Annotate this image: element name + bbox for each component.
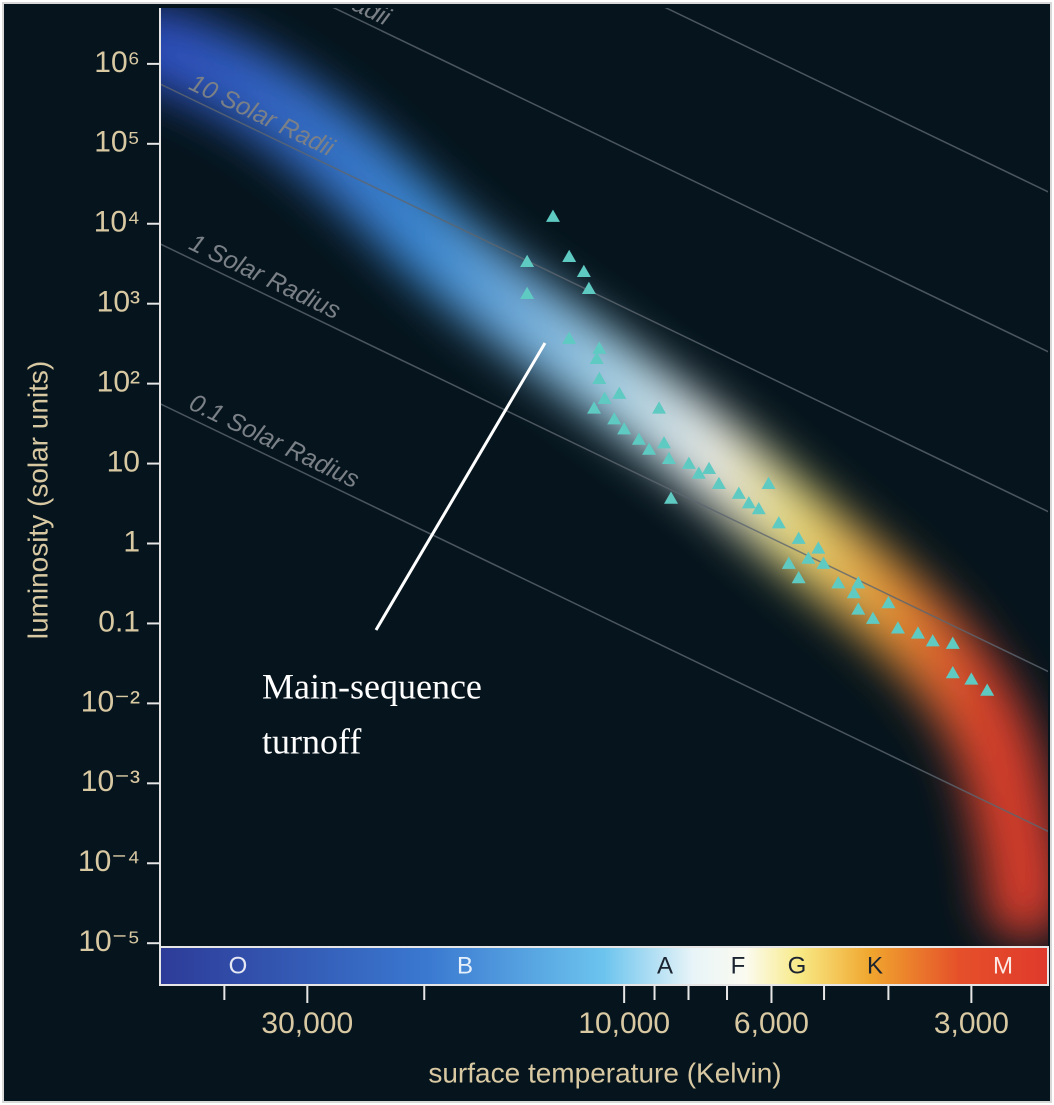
x-axis-label: surface temperature (Kelvin) <box>428 1057 781 1088</box>
star-marker <box>945 636 960 649</box>
star-marker <box>592 371 607 385</box>
x-tick-label: 10,000 <box>578 1007 670 1040</box>
star-marker <box>589 351 604 364</box>
star-marker <box>656 436 671 449</box>
star-marker <box>642 442 657 455</box>
star-marker <box>587 401 602 414</box>
star-marker <box>781 556 796 569</box>
spectral-class: F <box>731 952 746 979</box>
star-marker <box>562 331 577 344</box>
star-marker <box>811 541 826 554</box>
star-marker <box>592 341 607 354</box>
radius-line <box>160 83 1048 513</box>
annotation-leader <box>374 342 547 631</box>
star-marker <box>597 391 612 404</box>
y-tick-label: 10⁶ <box>94 46 140 79</box>
star-marker <box>520 286 535 300</box>
star-marker <box>576 264 591 277</box>
y-tick-label: 0.1 <box>98 605 140 638</box>
star-marker <box>617 422 632 435</box>
star-marker <box>831 576 846 589</box>
star-marker <box>890 621 905 634</box>
spectral-bar <box>159 946 1049 986</box>
star-marker <box>711 476 726 489</box>
y-tick-label: 10⁵ <box>94 126 140 159</box>
spectral-class: O <box>229 952 248 979</box>
y-tick-label: 10⁻³ <box>81 765 140 798</box>
star-marker <box>925 634 940 647</box>
band-layer <box>160 8 1048 940</box>
main-sequence-band <box>160 8 1048 940</box>
star-marker <box>562 249 577 262</box>
spectral-class: B <box>457 952 473 979</box>
y-tick-label: 10⁻² <box>81 685 140 718</box>
radius-line <box>332 8 1048 353</box>
star-marker <box>607 412 622 425</box>
star-marker <box>520 254 535 267</box>
star-marker <box>771 516 786 529</box>
star-marker <box>545 209 560 222</box>
star-marker <box>741 496 756 509</box>
radius-line <box>160 402 1048 833</box>
star-marker <box>652 401 667 414</box>
star-marker <box>581 281 596 294</box>
spectral-class: M <box>993 952 1013 979</box>
y-tick-label: 1 <box>123 525 140 558</box>
star-marker <box>964 672 979 685</box>
y-axis-label: luminosity (solar units) <box>22 361 53 640</box>
y-tick-label: 10⁴ <box>94 206 140 239</box>
star-marker <box>945 665 960 679</box>
star-marker <box>980 683 995 696</box>
star-marker <box>691 466 706 479</box>
annotation-text: Main-sequence <box>262 666 482 706</box>
radius-line <box>160 243 1048 673</box>
star-marker <box>761 476 776 489</box>
star-marker <box>731 486 746 499</box>
y-tick-label: 10³ <box>97 286 140 319</box>
x-tick-label: 3,000 <box>934 1007 1009 1040</box>
star-marker <box>702 461 717 475</box>
star-marker <box>631 432 646 445</box>
y-tick-label: 10⁻⁵ <box>78 925 140 958</box>
x-tick-label: 6,000 <box>734 1007 809 1040</box>
spectral-class: A <box>657 952 673 979</box>
star-marker <box>801 551 816 564</box>
star-marker <box>851 602 866 615</box>
star-marker <box>791 571 806 584</box>
star-marker <box>865 611 880 624</box>
spectral-class: G <box>788 952 807 979</box>
annotation-text: turnoff <box>262 721 361 761</box>
star-marker <box>661 451 676 464</box>
star-marker <box>791 531 806 544</box>
star-marker <box>751 502 766 515</box>
star-marker <box>910 626 925 639</box>
star-marker <box>851 576 866 589</box>
x-tick-label: 30,000 <box>261 1007 353 1040</box>
star-marker <box>681 456 696 469</box>
star-marker <box>612 386 627 399</box>
star-marker <box>816 556 831 569</box>
radius-line <box>664 8 1048 193</box>
spectral-class: K <box>867 952 883 979</box>
star-marker <box>881 596 896 609</box>
y-tick-label: 10 <box>107 445 140 478</box>
y-tick-label: 10⁻⁴ <box>78 845 140 878</box>
star-marker <box>664 491 679 504</box>
star-marker <box>846 586 861 599</box>
y-tick-label: 10² <box>97 366 140 399</box>
